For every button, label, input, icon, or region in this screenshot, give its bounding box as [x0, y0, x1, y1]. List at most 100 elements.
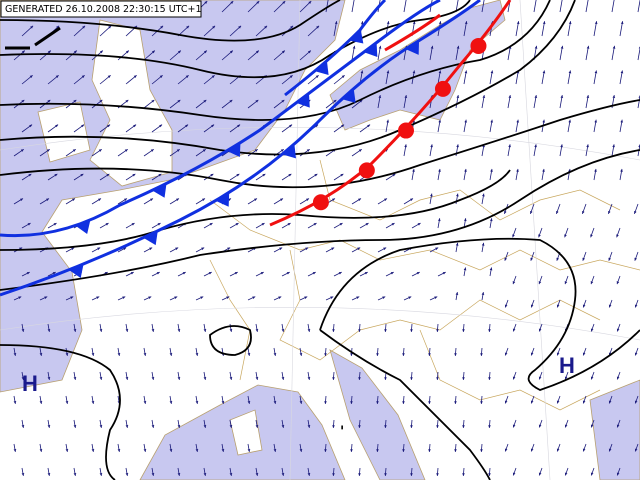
wind-arrow-head [55, 75, 59, 79]
ireland [37, 101, 91, 163]
wind-arrow-head [436, 329, 439, 332]
wind-arrow-head [391, 223, 395, 226]
cold-front-triangle [68, 263, 84, 279]
cold-front-triangle [349, 29, 364, 44]
wind-arrow-head [438, 70, 442, 74]
isobar [0, 0, 341, 42]
wind-arrow-head [255, 377, 259, 380]
wind-arrow [585, 0, 589, 13]
wind-arrow-head [125, 329, 129, 332]
wind-arrow-head [410, 198, 414, 202]
wind-arrow-head [252, 296, 256, 299]
wind-arrow-head [169, 449, 173, 452]
header-label: GENERATED 26.10.2008 22:30:15 UTC+1 [5, 4, 202, 15]
wind-arrow-head [29, 124, 33, 128]
wind-arrow-head [169, 353, 173, 356]
wind-arrow-head [177, 99, 181, 103]
wind-arrow-head [358, 425, 361, 428]
wind-arrow-head [534, 45, 538, 49]
wind-arrow-head [125, 473, 129, 476]
wind-arrow-head [235, 223, 239, 226]
wind-arrow-head [324, 401, 327, 404]
wind-arrow-head [360, 70, 364, 74]
wind-arrow-head [435, 247, 439, 251]
wind-arrow-head [384, 377, 387, 380]
wind-arrow-head [437, 218, 441, 222]
wind-arrow-head [200, 296, 204, 299]
isobar [319, 237, 640, 391]
wind-arrow-head [456, 193, 459, 197]
wind-arrow-head [560, 144, 563, 148]
wind-arrow-head [260, 272, 264, 275]
wind-arrow-head [21, 329, 25, 332]
wind-arrow-head [71, 247, 75, 251]
wind-arrow-head [430, 193, 433, 197]
high-pressure-label: H [559, 353, 575, 378]
wind-arrow-head [504, 210, 507, 214]
wind-arrow-head [358, 473, 361, 476]
wind-arrow-head [227, 247, 231, 251]
wind-arrow-head [378, 45, 382, 49]
wind-arrow-head [122, 296, 126, 299]
wind-arrow-head [454, 353, 457, 356]
wind-arrow-head [333, 99, 337, 103]
wind-arrow-head [125, 425, 129, 428]
border [279, 249, 601, 361]
wind-arrow-head [512, 234, 515, 238]
wind-arrow-head [91, 449, 95, 452]
wind-arrow-head [616, 281, 620, 285]
wind-arrow-head [299, 401, 303, 404]
wind-arrow-head [54, 173, 58, 177]
wind-arrow-head [255, 425, 259, 428]
wind-arrow [533, 0, 537, 13]
wind-arrow-head [364, 272, 368, 275]
wind-arrow-head [560, 95, 564, 98]
wind-arrow-head [568, 119, 572, 123]
wind-arrow-head [436, 425, 439, 428]
wind-arrow-head [278, 296, 282, 299]
wind-arrow-head [634, 210, 637, 214]
wind-arrow-head [47, 473, 51, 476]
wind-arrow-head [169, 401, 173, 404]
isobar [0, 0, 471, 79]
wind-arrow-head [150, 149, 154, 152]
wind-arrow-head [384, 425, 387, 428]
wind-arrow-head [438, 119, 442, 123]
cold-front-triangle [75, 219, 91, 235]
wind-arrow-head [312, 272, 316, 275]
wind-arrow-head [307, 377, 311, 380]
wind-arrow-head [556, 352, 560, 356]
wind-arrow-head [594, 168, 597, 172]
wind-arrow-head [229, 329, 233, 332]
wind-arrow-head [108, 25, 112, 29]
wind-arrow-head [481, 292, 485, 295]
header-box [0, 0, 202, 18]
wind-arrow-head [384, 198, 388, 202]
wind-arrow-head [21, 425, 25, 428]
wind-arrow-head [480, 401, 483, 404]
wind-arrow-head [350, 449, 353, 452]
wind-arrow-head [456, 45, 460, 49]
wind-arrow-head [280, 149, 284, 152]
wind-arrow-head [125, 50, 129, 54]
wind-arrow-head [608, 304, 612, 308]
wind-arrow-head [634, 352, 638, 356]
wind-arrow-head [256, 1, 260, 4]
wind-arrow-head [392, 173, 396, 177]
wind-arrow-head [299, 449, 303, 452]
wind-arrow-head [177, 329, 181, 332]
graticule-line [0, 126, 640, 161]
wind-arrow-head [462, 377, 465, 380]
isobar [0, 0, 551, 121]
isobar [209, 325, 252, 356]
wind-arrow-head [564, 376, 568, 380]
wind-arrow-head [634, 257, 638, 261]
wind-arrow-head [488, 425, 491, 428]
wind-arrow-head [634, 448, 638, 452]
wind-arrow-head [65, 449, 69, 452]
wind-arrow-head [350, 401, 353, 404]
wind-arrow-head [516, 21, 520, 25]
